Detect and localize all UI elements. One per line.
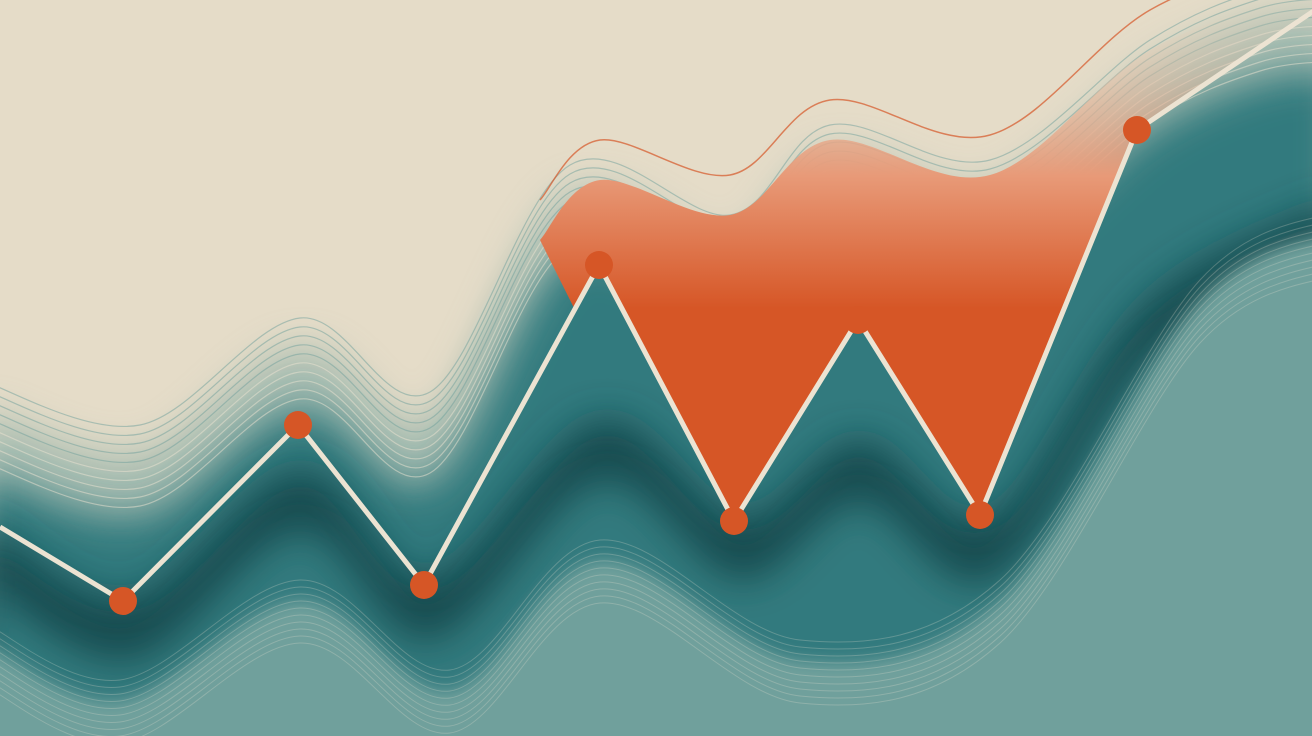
orange-area [540,0,1312,521]
data-point-marker [720,507,748,535]
contour-line [0,266,1312,730]
data-point-marker [1123,116,1151,144]
contour-line [0,231,1312,695]
data-line [0,0,1312,601]
contour-line [0,245,1312,709]
contour-line [0,238,1312,702]
data-point-marker [410,571,438,599]
data-point-marker [585,251,613,279]
teal-light-band [0,238,1312,736]
contour-line [0,259,1312,723]
data-point-marker [284,411,312,439]
contour-line [0,0,1233,427]
data-point-marker [109,587,137,615]
contour-line [0,280,1312,736]
data-point-marker [966,501,994,529]
contour-line [0,224,1312,688]
data-point-marker [844,306,872,334]
orange-contour-line [539,0,1171,201]
contour-line [0,217,1312,681]
contour-line [0,273,1312,736]
contour-line [0,252,1312,716]
